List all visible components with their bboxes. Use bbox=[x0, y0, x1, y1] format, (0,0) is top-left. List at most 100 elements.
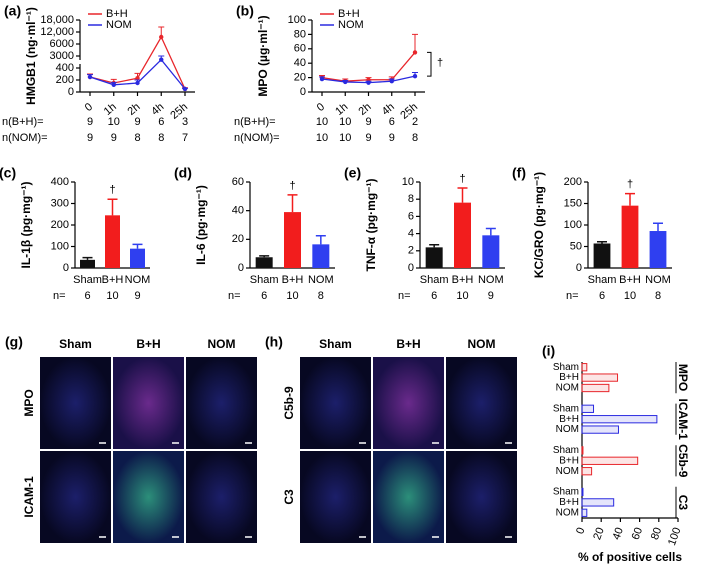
column-label: Sham bbox=[59, 337, 92, 351]
point bbox=[159, 34, 164, 40]
n-value: 6 bbox=[431, 290, 437, 302]
x-tick-label: B+H bbox=[102, 274, 124, 286]
x-tick-label: Sham bbox=[73, 274, 102, 286]
n-value: 10 bbox=[316, 116, 328, 128]
n-value: 6 bbox=[261, 290, 267, 302]
n-label: n= bbox=[566, 290, 579, 302]
n-value: 8 bbox=[134, 132, 140, 144]
bar bbox=[581, 467, 593, 476]
bar bbox=[581, 446, 584, 455]
bar bbox=[621, 205, 639, 268]
n-value: 9 bbox=[134, 116, 140, 128]
x-tick-label: 0 bbox=[574, 526, 587, 536]
y-tick-label: Sham bbox=[553, 362, 579, 373]
y-tick-label: Sham bbox=[553, 487, 579, 498]
n-value: 9 bbox=[389, 132, 395, 144]
bar bbox=[454, 202, 471, 268]
x-tick-label: Sham bbox=[250, 274, 279, 286]
legend-label: B+H bbox=[338, 8, 360, 20]
y-tick-label: B+H bbox=[559, 497, 579, 508]
column-label: B+H bbox=[396, 337, 420, 351]
y-tick-label: 80 bbox=[294, 28, 306, 40]
y-tick-label: 40 bbox=[294, 57, 306, 69]
y-tick-label: 2 bbox=[408, 245, 414, 257]
y-tick-label: 150 bbox=[564, 197, 582, 209]
error-bar bbox=[457, 187, 468, 203]
bar bbox=[581, 508, 588, 517]
point bbox=[319, 76, 325, 82]
n-value: 9 bbox=[87, 116, 93, 128]
micrograph bbox=[40, 357, 111, 449]
n-value: 6 bbox=[84, 290, 90, 302]
micrograph bbox=[446, 451, 517, 543]
x-axis-label: % of positive cells bbox=[578, 550, 682, 564]
y-axis-label: IL-6 (pg·mg⁻¹) bbox=[194, 185, 208, 265]
annotation: † bbox=[627, 179, 633, 191]
micrograph bbox=[40, 451, 111, 543]
y-tick-label: 0 bbox=[68, 86, 74, 98]
y-tick-label: 0 bbox=[576, 262, 582, 274]
bar bbox=[425, 247, 443, 268]
n-value: 10 bbox=[316, 132, 328, 144]
bar bbox=[581, 425, 619, 434]
y-tick-label: 400 bbox=[56, 62, 74, 74]
bar bbox=[105, 215, 120, 268]
n-value: 10 bbox=[456, 290, 468, 302]
y-tick-label: 100 bbox=[564, 219, 582, 231]
n-value: 2 bbox=[412, 116, 418, 128]
n-value: 10 bbox=[624, 290, 636, 302]
n-value: 8 bbox=[655, 290, 661, 302]
panel-label: (a) bbox=[4, 3, 21, 19]
x-tick-label: 60 bbox=[630, 526, 645, 542]
n-value: 9 bbox=[488, 290, 494, 302]
y-tick-label: 300 bbox=[51, 197, 69, 209]
y-tick-label: 100 bbox=[288, 14, 306, 26]
column-label: NOM bbox=[208, 337, 236, 351]
point bbox=[412, 50, 418, 55]
legend-label: NOM bbox=[338, 19, 364, 31]
column-label: NOM bbox=[468, 337, 496, 351]
y-tick-label: 40 bbox=[232, 205, 244, 217]
x-tick-label: NOM bbox=[645, 274, 671, 286]
point bbox=[135, 80, 140, 86]
panel-label: (b) bbox=[236, 3, 254, 19]
error-bar bbox=[287, 194, 298, 213]
bar bbox=[581, 456, 639, 465]
micrograph bbox=[373, 357, 444, 449]
micrograph bbox=[186, 357, 257, 449]
point bbox=[159, 57, 164, 62]
error-bar bbox=[107, 198, 118, 216]
n-value: 6 bbox=[158, 116, 164, 128]
bar bbox=[581, 487, 584, 497]
y-tick-label: 60 bbox=[232, 176, 244, 188]
y-tick-label: 3000 bbox=[50, 50, 74, 62]
y-tick-label: B+H bbox=[559, 414, 579, 425]
y-tick-label: 0 bbox=[238, 262, 244, 274]
n-value: 9 bbox=[365, 116, 371, 128]
error-bar bbox=[82, 256, 93, 260]
y-tick-label: 0 bbox=[408, 262, 414, 274]
annotation: † bbox=[459, 173, 465, 185]
legend-label: B+H bbox=[106, 8, 128, 20]
n-value: 9 bbox=[134, 290, 140, 302]
y-tick-label: 50 bbox=[570, 240, 582, 252]
x-tick-label: B+H bbox=[282, 274, 304, 286]
point bbox=[87, 74, 93, 80]
y-tick-label: NOM bbox=[556, 424, 579, 435]
bar bbox=[593, 243, 611, 268]
annotation: † bbox=[109, 184, 115, 196]
group-label: C5b-9 bbox=[676, 444, 690, 478]
x-tick-label: B+H bbox=[452, 274, 474, 286]
micrograph bbox=[300, 357, 371, 449]
n-label: n= bbox=[398, 290, 411, 302]
error-bar bbox=[259, 255, 270, 258]
legend-label: NOM bbox=[106, 19, 132, 31]
error-bar bbox=[412, 33, 418, 53]
y-tick-label: 10 bbox=[402, 176, 414, 188]
annotation: † bbox=[437, 57, 443, 69]
error-bar bbox=[485, 227, 496, 236]
n-label: n= bbox=[53, 290, 66, 302]
error-bar bbox=[625, 192, 635, 206]
bar bbox=[581, 404, 595, 413]
